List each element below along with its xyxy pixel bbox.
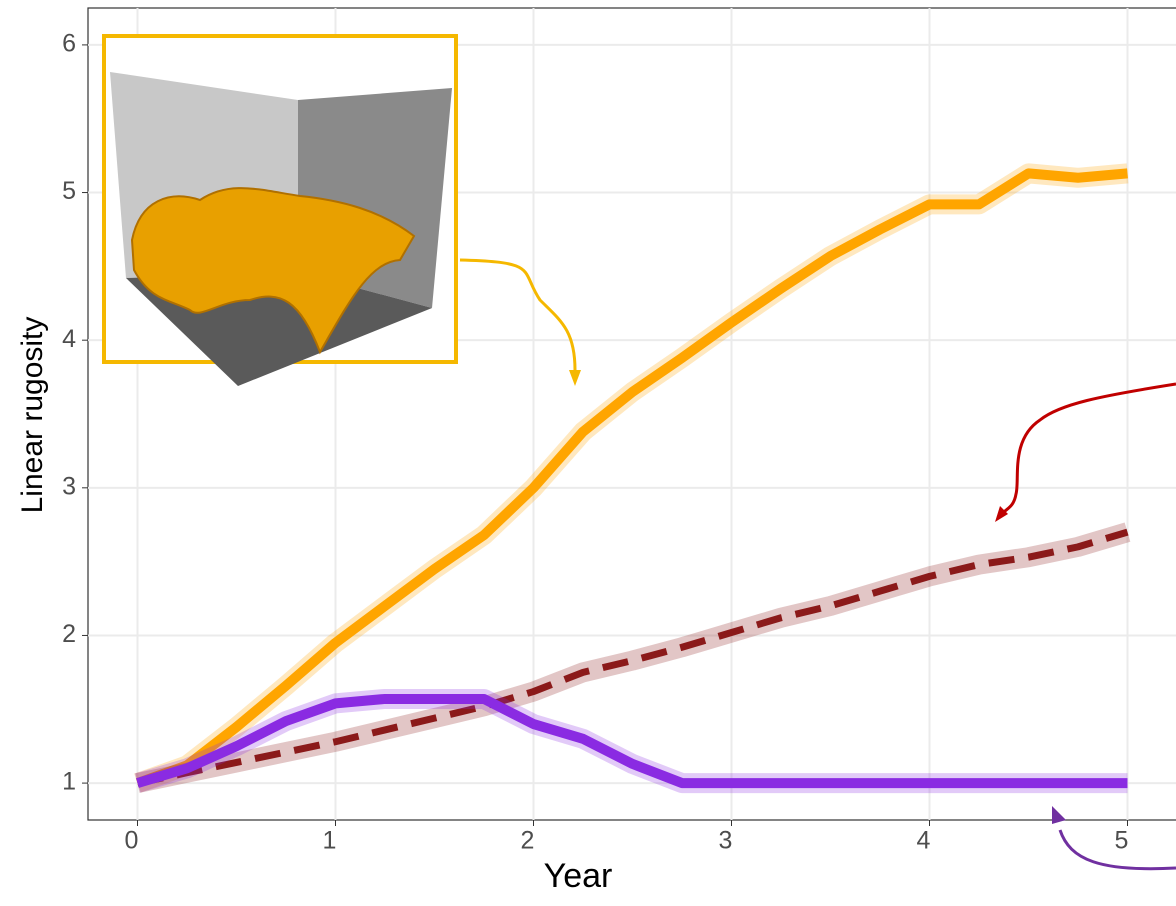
y-tick-label: 5 [62,177,76,205]
arrow [459,258,577,371]
x-tick-label: 1 [323,827,337,855]
y-tick-label: 2 [62,620,76,648]
y-tick-label: 4 [62,325,76,353]
x-tick-label: 5 [1115,827,1129,855]
arrow-head [995,506,1008,522]
arrow [1058,829,1176,871]
x-tick-label: 0 [125,827,139,855]
series-line [136,528,1129,787]
x-axis-title: Year [544,857,613,895]
y-axis-title: Linear rugosity [16,317,49,514]
series-line [136,693,1128,789]
y-tick-label: 6 [62,30,76,58]
series-line [135,168,1128,788]
arrow-head [569,370,581,386]
x-tick-label: 3 [719,827,733,855]
inset [102,34,1176,871]
x-tick-label: 2 [521,827,535,855]
y-tick-label: 1 [62,768,76,796]
background [82,7,1176,826]
arrow [1002,382,1176,514]
inset-coral [130,187,416,355]
arrow-head [1052,806,1066,824]
x-tick-label: 4 [917,827,931,855]
y-tick-label: 3 [62,472,76,500]
